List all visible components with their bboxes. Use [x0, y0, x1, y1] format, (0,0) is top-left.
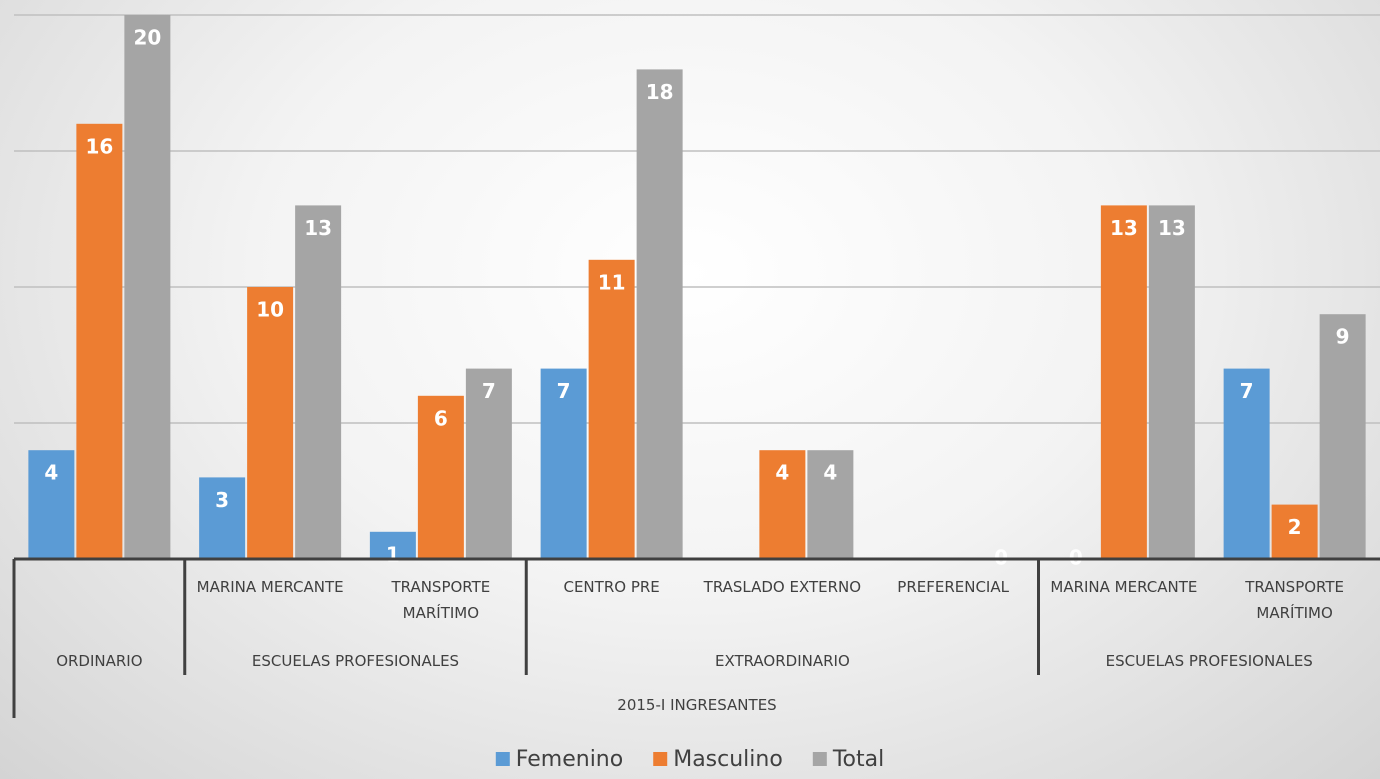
bar: [369, 531, 416, 559]
x-tick-label: TRASLADO EXTERNO: [703, 578, 862, 596]
data-label: 7: [557, 379, 571, 403]
bar: [124, 15, 171, 559]
x-tick-label-box: TRASLADO EXTERNO: [703, 578, 862, 596]
x-tick-label: CENTRO PRE: [563, 578, 660, 596]
group-label: ORDINARIO: [56, 652, 143, 670]
group-label: ESCUELAS PROFESIONALES: [1105, 652, 1313, 670]
group-label-box: ESCUELAS PROFESIONALES: [251, 652, 460, 670]
bar: [1223, 368, 1270, 559]
data-label: 2: [1288, 515, 1302, 539]
data-label: 16: [85, 134, 113, 158]
legend-label: Femenino: [516, 747, 623, 772]
data-label: 1: [386, 542, 400, 566]
bar: [76, 123, 123, 560]
x-tick-label-box: MARINA MERCANTE: [196, 578, 344, 596]
bar: [807, 450, 854, 559]
group-label-box: ESCUELAS PROFESIONALES: [1105, 652, 1313, 670]
bar: [1148, 205, 1195, 559]
data-label: 6: [434, 406, 448, 430]
data-label: 20: [133, 26, 161, 50]
x-tick-label-box: MARINA MERCANTE: [1050, 578, 1198, 596]
bar: [540, 368, 587, 559]
legend-label: Masculino: [673, 747, 783, 772]
data-label: 13: [1158, 216, 1186, 240]
x-tick-label: TRANSPORTE MARÍTIMO: [391, 578, 491, 622]
data-label: 7: [482, 379, 496, 403]
data-label: 4: [775, 461, 789, 485]
chart-title: 2015-I INGRESANTES: [617, 696, 777, 714]
data-label: 7: [1240, 379, 1254, 403]
x-tick-label: PREFERENCIAL: [897, 578, 1009, 596]
bar: [1100, 205, 1147, 559]
bar: [636, 69, 683, 560]
group-label-box: ORDINARIO: [56, 652, 143, 670]
x-tick-label-box: TRANSPORTE MARÍTIMO: [1245, 578, 1345, 622]
data-label: 18: [646, 80, 674, 104]
x-tick-label-box: CENTRO PRE: [563, 578, 660, 596]
group-label: EXTRAORDINARIO: [714, 652, 850, 670]
bar: [759, 450, 806, 559]
x-tick-label: MARINA MERCANTE: [196, 578, 344, 596]
legend-swatch: [812, 752, 827, 766]
x-tick-label: MARINA MERCANTE: [1050, 578, 1198, 596]
group-label-box: EXTRAORDINARIO: [714, 652, 850, 670]
chart-title-box: 2015-I INGRESANTES: [617, 696, 777, 714]
x-tick-label: TRANSPORTE MARÍTIMO: [1245, 578, 1345, 622]
bar: [28, 450, 75, 559]
bar: [1319, 314, 1366, 559]
data-label: 13: [304, 216, 332, 240]
bar: [1271, 504, 1318, 559]
data-label: 9: [1336, 325, 1350, 349]
bar: [295, 205, 342, 559]
group-label: ESCUELAS PROFESIONALES: [251, 652, 460, 670]
legend-label: Total: [832, 747, 884, 772]
bar: [199, 477, 246, 559]
data-label: 10: [256, 298, 284, 322]
legend-swatch: [653, 752, 668, 766]
x-tick-label-box: TRANSPORTE MARÍTIMO: [391, 578, 491, 622]
data-label: 13: [1110, 216, 1138, 240]
bar: [247, 287, 294, 559]
bar: [588, 259, 635, 559]
bar: [417, 395, 464, 559]
data-label: 3: [215, 488, 229, 512]
data-label: 4: [823, 461, 837, 485]
data-label: 11: [598, 270, 626, 294]
x-tick-label-box: PREFERENCIAL: [897, 578, 1009, 596]
data-label: 4: [44, 461, 58, 485]
bar: [465, 368, 512, 559]
legend-swatch: [495, 752, 510, 766]
